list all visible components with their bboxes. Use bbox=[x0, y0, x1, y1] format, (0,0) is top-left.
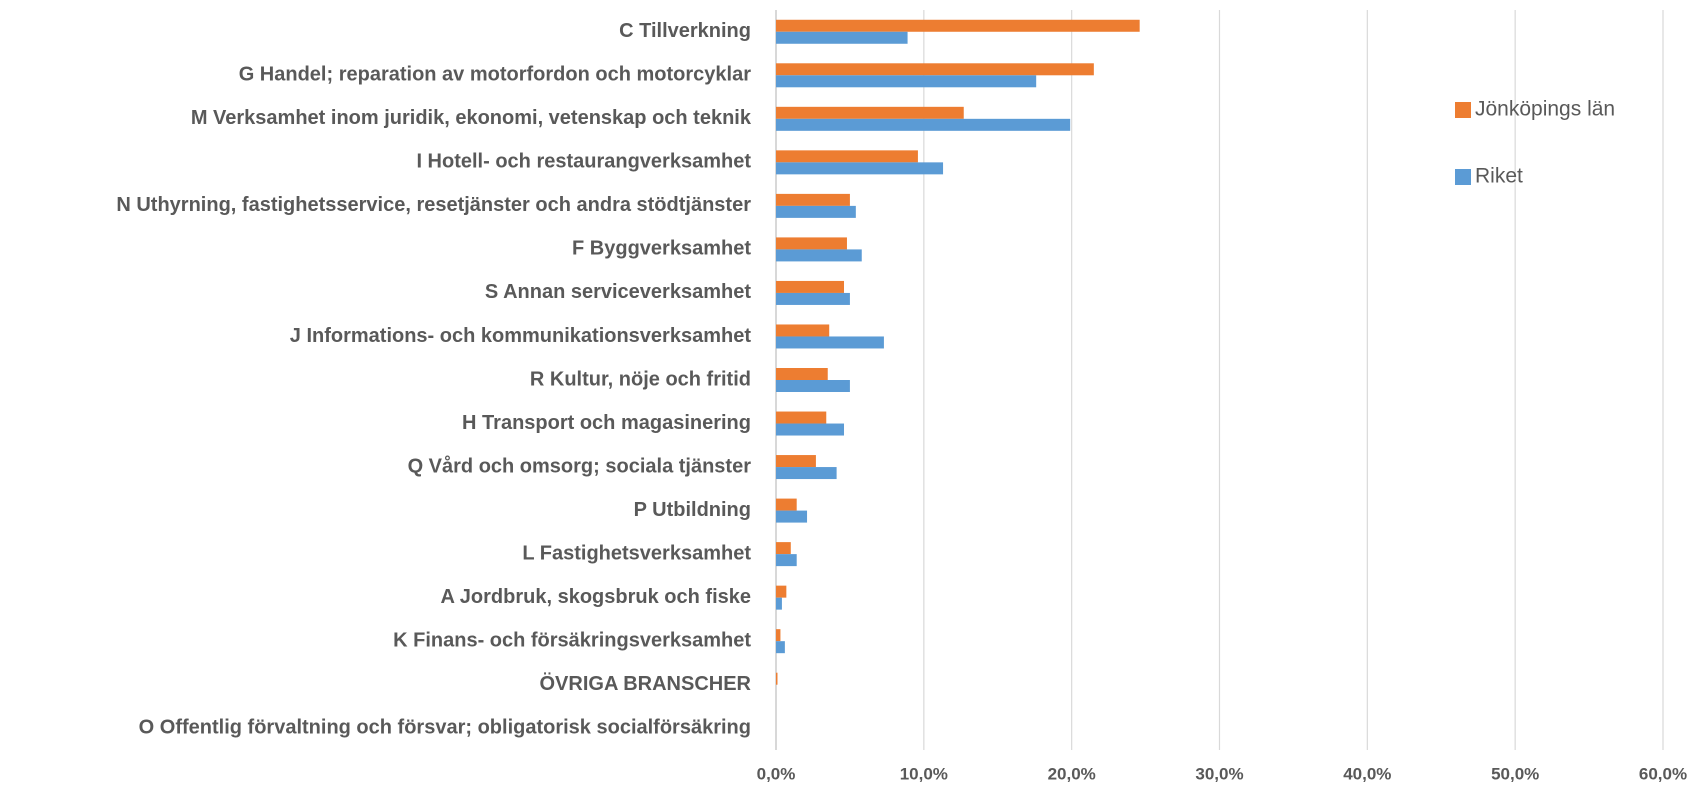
bar bbox=[776, 585, 787, 598]
bar bbox=[776, 75, 1037, 88]
bar bbox=[776, 467, 837, 480]
bar bbox=[776, 162, 944, 175]
bar bbox=[776, 455, 816, 468]
legend-label: Jönköpings län bbox=[1475, 98, 1615, 121]
bar bbox=[776, 629, 781, 642]
category-label: A Jordbruk, skogsbruk och fiske bbox=[441, 586, 751, 608]
bar bbox=[776, 237, 847, 250]
bar bbox=[776, 106, 964, 119]
bar bbox=[776, 542, 791, 555]
category-label: K Finans- och försäkringsverksamhet bbox=[393, 629, 751, 651]
bar bbox=[776, 193, 850, 206]
bar bbox=[776, 672, 778, 685]
category-label: H Transport och magasinering bbox=[462, 412, 751, 434]
category-label: L Fastighetsverksamhet bbox=[522, 542, 751, 564]
category-label: J Informations- och kommunikationsverksa… bbox=[290, 325, 752, 347]
bar bbox=[776, 423, 845, 436]
bar bbox=[776, 31, 908, 44]
bar bbox=[776, 498, 797, 511]
bar bbox=[776, 205, 856, 218]
x-tick-label: 10,0% bbox=[900, 764, 948, 783]
category-label: P Utbildning bbox=[634, 499, 751, 521]
x-tick-label: 20,0% bbox=[1048, 764, 1096, 783]
bar bbox=[776, 336, 884, 349]
bar bbox=[776, 118, 1071, 131]
category-label: ÖVRIGA BRANSCHER bbox=[540, 672, 752, 695]
bar bbox=[776, 292, 850, 305]
bar bbox=[776, 19, 1140, 32]
x-tick-label: 60,0% bbox=[1639, 764, 1687, 783]
bar bbox=[776, 597, 782, 610]
category-label: M Verksamhet inom juridik, ekonomi, vete… bbox=[191, 107, 752, 129]
category-label: G Handel; reparation av motorfordon och … bbox=[239, 64, 752, 86]
bar bbox=[776, 150, 918, 163]
bar bbox=[776, 554, 797, 567]
category-label: F Byggverksamhet bbox=[572, 238, 751, 260]
category-label: I Hotell- och restaurangverksamhet bbox=[416, 151, 751, 173]
legend-swatch bbox=[1455, 102, 1471, 118]
category-label: O Offentlig förvaltning och försvar; obl… bbox=[139, 717, 751, 739]
legend-label: Riket bbox=[1475, 165, 1523, 188]
bar bbox=[776, 324, 830, 337]
bar bbox=[776, 380, 850, 392]
category-label: Q Vård och omsorg; sociala tjänster bbox=[408, 454, 752, 477]
bar bbox=[776, 249, 862, 262]
x-tick-label: 50,0% bbox=[1491, 764, 1539, 783]
category-label: R Kultur, nöje och fritid bbox=[530, 368, 751, 390]
bar bbox=[776, 510, 808, 523]
legend-swatch bbox=[1455, 169, 1471, 185]
x-tick-label: 40,0% bbox=[1343, 764, 1391, 783]
bar bbox=[776, 63, 1094, 76]
category-label: N Uthyrning, fastighetsservice, resetjän… bbox=[116, 194, 751, 216]
bar bbox=[776, 411, 827, 424]
x-tick-label: 30,0% bbox=[1195, 764, 1243, 783]
bar bbox=[776, 368, 828, 380]
category-label: S Annan serviceverksamhet bbox=[485, 281, 751, 303]
bar bbox=[776, 280, 845, 293]
category-label: C Tillverkning bbox=[619, 20, 751, 42]
bar bbox=[776, 641, 785, 654]
x-tick-label: 0,0% bbox=[757, 764, 796, 783]
